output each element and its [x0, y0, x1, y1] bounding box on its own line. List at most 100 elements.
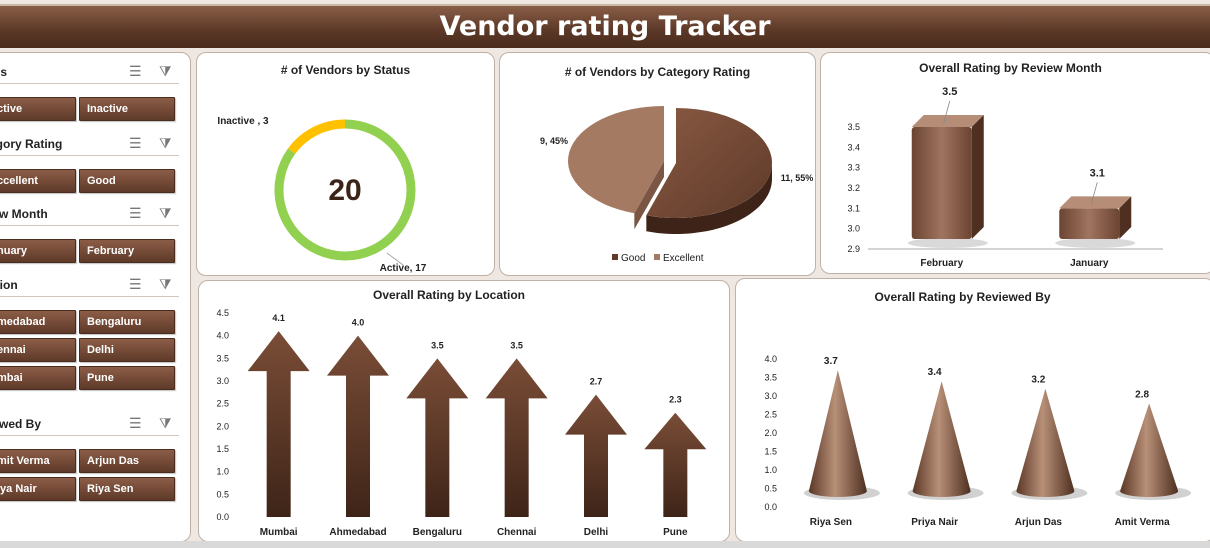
data-label-amit-verma: 2.8	[1135, 389, 1149, 400]
clear-filter-icon[interactable]: ⧩	[159, 205, 172, 221]
clear-filter-icon[interactable]: ⧩	[159, 63, 172, 79]
slicer-button-ahmedabad[interactable]: medabad	[0, 310, 76, 334]
doughnut-segment-active	[274, 119, 416, 261]
category-pie-chart: 11, 55% 9, 45% Good Excellent	[540, 106, 814, 264]
data-label-january: 3.1	[1090, 167, 1105, 179]
slicer-divider	[0, 225, 179, 226]
slicer-button-riya-nair[interactable]: iya Nair	[0, 477, 76, 501]
y-tick-label: 1.5	[216, 444, 229, 454]
data-label-good: 11, 55%	[781, 173, 814, 183]
slicer-divider	[0, 435, 179, 436]
x-tick-label-amit-verma: Amit Verma	[1115, 517, 1170, 528]
x-tick-label-chennai: Chennai	[497, 527, 537, 538]
multi-select-icon[interactable]: ☰	[129, 276, 142, 292]
y-tick-label: 3.2	[847, 183, 860, 193]
y-tick-label: 0.5	[216, 489, 229, 499]
data-label-priya-nair: 3.4	[928, 367, 942, 378]
slicer-header-reviewed-by: iewed By	[0, 417, 42, 431]
slicer-header-review-month: iew Month	[0, 207, 48, 221]
legend-label-excellent: Excellent	[663, 253, 704, 264]
location-chart-title: Overall Rating by Location	[372, 288, 526, 302]
y-tick-label: 3.0	[216, 376, 229, 386]
x-tick-label-ahmedabad: Ahmedabad	[329, 527, 386, 538]
bar-side-february	[971, 115, 984, 239]
slicer-header-category-rating: egory Rating	[0, 137, 63, 151]
slicer-button-riya-sen[interactable]: Riya Sen	[79, 477, 175, 501]
multi-select-icon[interactable]: ☰	[129, 63, 142, 79]
leader-line	[1090, 182, 1098, 205]
pie-slice-excellent	[568, 106, 664, 214]
bar-side-january	[1119, 196, 1132, 239]
multi-select-icon[interactable]: ☰	[129, 415, 142, 431]
y-tick-label: 3.4	[847, 142, 860, 152]
data-label-chennai: 3.5	[510, 340, 523, 350]
slicer-button-active[interactable]: ctive	[0, 97, 76, 121]
reviewer-chart-title: Overall Rating by Reviewed By	[874, 290, 1051, 304]
month-chart-panel: Overall Rating by Review Month 2.9 3.0 3.1…	[820, 52, 1210, 274]
slicer-button-february[interactable]: February	[79, 239, 175, 263]
clear-filter-icon[interactable]: ⧩	[159, 135, 172, 151]
arrow-bar-pune	[644, 412, 707, 517]
bar-top-february	[911, 115, 984, 127]
category-chart-panel: # of Vendors by Category Rating 11, 55% 9…	[499, 52, 816, 276]
data-label-february: 3.5	[942, 86, 957, 98]
slicer-button-bengaluru[interactable]: Bengaluru	[79, 310, 175, 334]
y-tick-label: 4.5	[216, 308, 229, 318]
y-tick-label: 3.1	[847, 203, 860, 213]
legend-swatch-excellent	[654, 254, 660, 260]
slicer-button-chennai[interactable]: ennai	[0, 338, 76, 362]
x-tick-label-mumbai: Mumbai	[260, 527, 298, 538]
slicer-button-mumbai[interactable]: mbai	[0, 366, 76, 390]
y-tick-label: 3.0	[764, 391, 777, 401]
slicer-button-january[interactable]: nuary	[0, 239, 76, 263]
data-label-inactive: Inactive , 3	[217, 116, 269, 127]
y-tick-label: 0.5	[764, 484, 777, 494]
multi-select-icon[interactable]: ☰	[129, 135, 142, 151]
arrow-bar-chennai	[485, 358, 548, 517]
clear-filter-icon[interactable]: ⧩	[159, 415, 172, 431]
bar-february	[911, 127, 972, 239]
slicer-button-amit-verma[interactable]: mit Verma	[0, 449, 76, 473]
slicer-button-delhi[interactable]: Delhi	[79, 338, 175, 362]
y-tick-label: 3.5	[764, 373, 777, 383]
y-tick-label: 0.0	[216, 512, 229, 522]
category-chart-title: # of Vendors by Category Rating	[564, 65, 751, 79]
x-tick-label-january: January	[1070, 258, 1109, 269]
bar-shadow	[1055, 238, 1136, 248]
month-bar-chart: 2.9 3.0 3.1 3.2 3.3 3.4 3.5 3.5 February 3.1 Janua…	[847, 86, 1163, 269]
x-tick-label-arjun-das: Arjun Das	[1015, 517, 1063, 528]
leader-line	[943, 100, 951, 124]
data-label-excellent: 9, 45%	[540, 136, 568, 146]
slicer-button-pune[interactable]: Pune	[79, 366, 175, 390]
arrow-bar-bengaluru	[406, 358, 469, 517]
pie-side-excellent	[634, 161, 664, 230]
y-tick-label: 3.5	[216, 353, 229, 363]
data-label-riya-sen: 3.7	[824, 356, 838, 367]
cone-bar-priya-nair	[912, 381, 971, 497]
slicer-button-inactive[interactable]: Inactive	[79, 97, 175, 121]
y-tick-label: 3.5	[847, 122, 860, 132]
month-chart-title: Overall Rating by Review Month	[919, 61, 1102, 75]
slicer-button-arjun-das[interactable]: Arjun Das	[79, 449, 175, 473]
y-tick-label: 3.3	[847, 163, 860, 173]
y-tick-label: 2.0	[216, 421, 229, 431]
data-label-ahmedabad: 4.0	[352, 318, 365, 328]
status-doughnut-chart: 20 Inactive , 3 Active, 17	[217, 116, 426, 274]
slicer-button-good[interactable]: Good	[79, 169, 175, 193]
slicer-button-excellent[interactable]: ccellent	[0, 169, 76, 193]
cone-bar-riya-sen	[808, 370, 867, 497]
data-label-delhi: 2.7	[590, 377, 603, 387]
doughnut-center-total: 20	[328, 174, 361, 207]
y-tick-label: 4.0	[764, 354, 777, 364]
multi-select-icon[interactable]: ☰	[129, 205, 142, 221]
y-tick-label: 3.0	[847, 224, 860, 234]
dashboard-title: Vendor rating Tracker	[0, 4, 1210, 48]
clear-filter-icon[interactable]: ⧩	[159, 276, 172, 292]
horizontal-scrollbar[interactable]	[0, 541, 1210, 548]
legend-label-good: Good	[621, 253, 645, 264]
y-tick-label: 2.5	[216, 399, 229, 409]
reviewer-chart-panel: Overall Rating by Reviewed By 0.0 0.5 1.0 1…	[735, 278, 1210, 542]
slicer-divider	[0, 83, 179, 84]
y-tick-label: 2.9	[847, 244, 860, 254]
cone-bar-arjun-das	[1016, 388, 1075, 497]
